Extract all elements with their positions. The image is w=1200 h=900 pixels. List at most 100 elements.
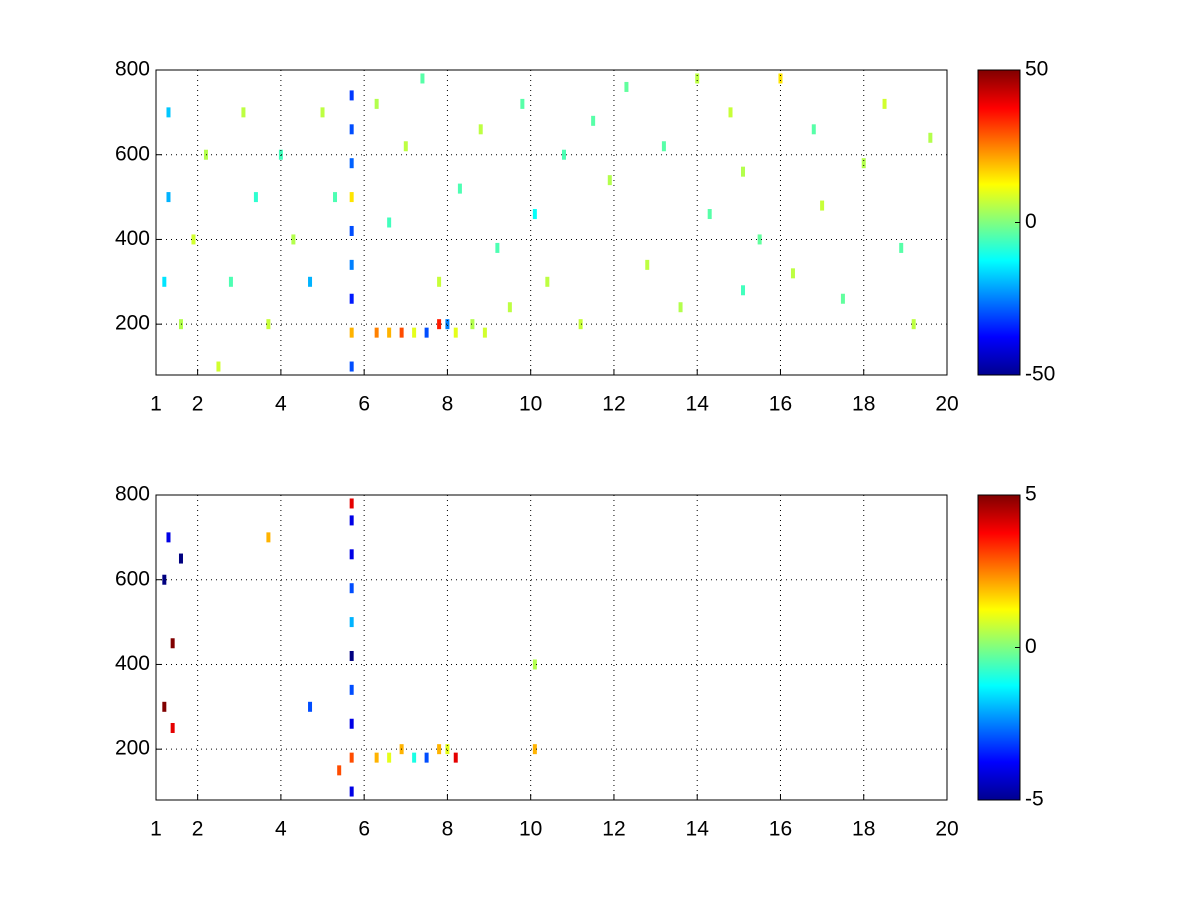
x-tick-label: 16 — [769, 393, 792, 416]
heatmap-cell — [266, 319, 271, 330]
heatmap-cell — [507, 302, 512, 313]
heatmap-cell — [349, 259, 354, 270]
heatmap-cell — [308, 276, 313, 287]
heatmap-cell — [445, 744, 450, 755]
heatmap-cell — [349, 192, 354, 203]
heatmap-cell — [532, 744, 537, 755]
x-tick-label: 20 — [935, 818, 958, 841]
heatmap-cell — [811, 124, 816, 135]
heatmap-cell — [337, 765, 342, 776]
heatmap-cell — [532, 209, 537, 220]
heatmap-cell — [728, 107, 733, 118]
colorbar-tick-label: 0 — [1025, 210, 1037, 233]
heatmap-cell — [278, 149, 283, 160]
heatmap-cell — [228, 276, 233, 287]
heatmap-cell — [349, 718, 354, 729]
heatmap-cell — [412, 752, 417, 763]
x-tick-label: 1 — [150, 393, 162, 416]
x-tick-label: 10 — [519, 818, 542, 841]
heatmap-cell — [387, 752, 392, 763]
heatmap-cell — [424, 327, 429, 338]
heatmap-cell — [349, 90, 354, 101]
heatmap-cell — [178, 553, 183, 564]
heatmap-cell — [349, 752, 354, 763]
x-tick-label: 18 — [852, 818, 875, 841]
heatmap-cell — [349, 549, 354, 560]
heatmap-cell — [349, 786, 354, 797]
heatmap-cell — [166, 107, 171, 118]
heatmap-cell — [349, 650, 354, 661]
heatmap-cell — [191, 234, 196, 245]
heatmap-cell — [453, 752, 458, 763]
heatmap-cell — [203, 149, 208, 160]
heatmap-cell — [578, 319, 583, 330]
heatmap-cell — [266, 532, 271, 543]
heatmap-cell — [495, 242, 500, 253]
x-tick-label: 14 — [686, 818, 710, 841]
x-tick-label: 8 — [442, 393, 454, 416]
heatmap-cell — [707, 209, 712, 220]
heatmap-cell — [437, 744, 442, 755]
x-tick-label: 10 — [519, 393, 542, 416]
heatmap-cell — [349, 361, 354, 372]
heatmap-cell — [437, 319, 442, 330]
axes-box — [155, 69, 948, 376]
heatmap-cell — [320, 107, 325, 118]
heatmap-cell — [170, 722, 175, 733]
y-tick-label: 200 — [115, 737, 150, 760]
heatmap-cell — [333, 192, 338, 203]
heatmap-cell — [241, 107, 246, 118]
heatmap-cell — [470, 319, 475, 330]
colorbar — [977, 69, 1021, 376]
y-tick-label: 600 — [115, 567, 150, 590]
heatmap-cell — [349, 498, 354, 509]
x-tick-label: 1 — [150, 818, 162, 841]
heatmap-cell — [216, 361, 221, 372]
y-tick-label: 800 — [115, 483, 150, 506]
heatmap-cell — [349, 684, 354, 695]
heatmap-cell — [162, 701, 167, 712]
heatmap-cell — [349, 293, 354, 304]
heatmap-cell — [820, 200, 825, 211]
colorbar-tick-label: -5 — [1025, 788, 1044, 811]
heatmap-cell — [253, 192, 258, 203]
heatmap-cell — [420, 73, 425, 84]
heatmap-cell — [374, 327, 379, 338]
heatmap-cell — [166, 532, 171, 543]
heatmap-cell — [532, 659, 537, 670]
x-tick-label: 6 — [358, 818, 370, 841]
heatmap-cell — [349, 327, 354, 338]
heatmap-cell — [166, 192, 171, 203]
heatmap-cell — [349, 124, 354, 135]
heatmap-cell — [453, 327, 458, 338]
heatmap-cell — [520, 98, 525, 109]
heatmap-cell — [928, 132, 933, 143]
heatmap-cell — [349, 515, 354, 526]
heatmap-cell — [170, 638, 175, 649]
heatmap-cell — [882, 98, 887, 109]
x-tick-label: 12 — [602, 393, 625, 416]
heatmap-cell — [374, 98, 379, 109]
heatmap-cell — [387, 327, 392, 338]
colorbar — [977, 494, 1021, 801]
heatmap-cell — [308, 701, 313, 712]
heatmap-cell — [437, 276, 442, 287]
x-tick-label: 14 — [686, 393, 710, 416]
heatmap-cell — [403, 141, 408, 152]
x-tick-label: 12 — [602, 818, 625, 841]
heatmap-cell — [387, 217, 392, 228]
heatmap-cell — [899, 242, 904, 253]
heatmap-cell — [624, 81, 629, 92]
x-tick-label: 18 — [852, 393, 875, 416]
x-tick-label: 20 — [935, 393, 958, 416]
y-tick-label: 200 — [115, 312, 150, 335]
heatmap-cell — [374, 752, 379, 763]
colorbar-tick-label: 50 — [1025, 58, 1048, 81]
heatmap-cell — [291, 234, 296, 245]
heatmap-cell — [911, 319, 916, 330]
heatmap-cell — [778, 73, 783, 84]
heatmap-cell — [545, 276, 550, 287]
heatmap-cell — [678, 302, 683, 313]
x-tick-label: 16 — [769, 818, 792, 841]
